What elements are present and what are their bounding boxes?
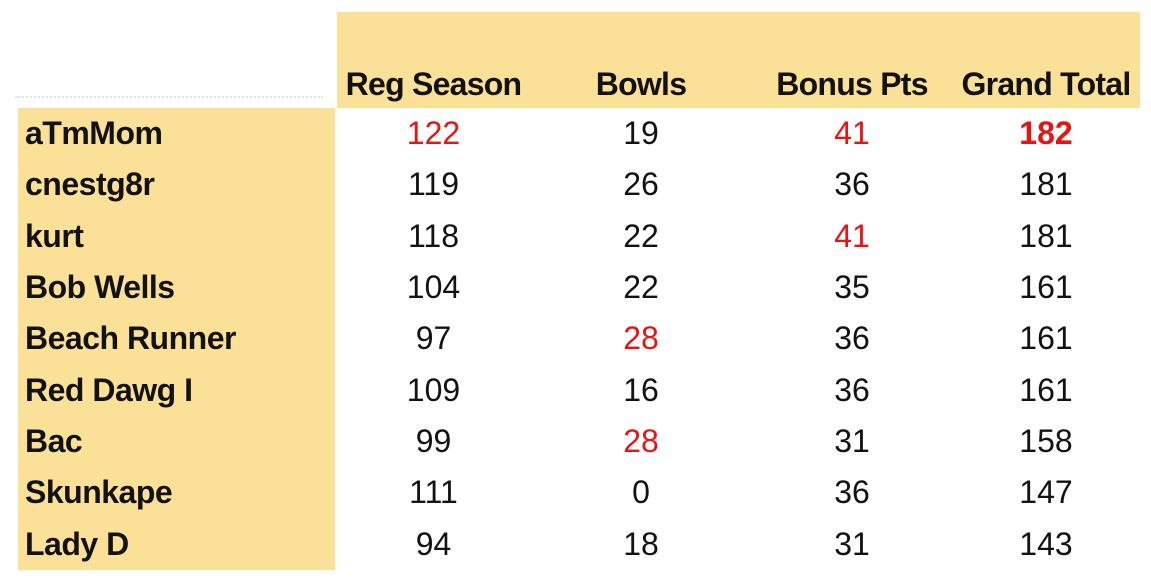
row-name-lady-d[interactable]: Lady D xyxy=(25,525,129,562)
row-name-skunkape[interactable]: Skunkape xyxy=(25,474,173,511)
cell-reg-season[interactable]: 109 xyxy=(406,371,461,408)
cell-grand-total[interactable]: 182 xyxy=(1019,115,1073,152)
cell-bonus-pts[interactable]: 41 xyxy=(834,217,870,254)
cell-reg-season[interactable]: 99 xyxy=(415,423,452,460)
cell-reg-season[interactable]: 94 xyxy=(415,525,452,562)
cell-bowls[interactable]: 22 xyxy=(623,217,659,254)
cell-grand-total[interactable]: 181 xyxy=(1019,217,1073,254)
table-row: 99 28 31 158 xyxy=(337,416,1140,467)
column-header-grand-total[interactable]: Grand Total xyxy=(961,66,1132,102)
cell-grand-total[interactable]: 161 xyxy=(1019,371,1073,408)
column-header-bonus-pts[interactable]: Bonus Pts xyxy=(776,66,928,102)
cell-bonus-pts[interactable]: 36 xyxy=(834,371,870,408)
table-row: 119 26 36 181 xyxy=(337,159,1140,210)
table-header-row: Reg Season Bowls Bonus Pts Grand Total xyxy=(337,12,1140,108)
row-name-bob-wells[interactable]: Bob Wells xyxy=(25,269,175,306)
cell-reg-season[interactable]: 118 xyxy=(407,217,459,254)
cell-bonus-pts[interactable]: 31 xyxy=(834,423,870,460)
cell-bowls[interactable]: 26 xyxy=(623,166,659,203)
cell-bonus-pts[interactable]: 35 xyxy=(834,269,870,306)
dashed-gridline xyxy=(15,96,323,98)
cell-bonus-pts[interactable]: 41 xyxy=(834,115,870,152)
cell-reg-season[interactable]: 119 xyxy=(407,166,459,203)
row-name-kurt[interactable]: kurt xyxy=(25,217,84,254)
cell-bonus-pts[interactable]: 36 xyxy=(834,474,870,511)
row-name-cnestg8r[interactable]: cnestg8r xyxy=(25,166,155,203)
cell-bonus-pts[interactable]: 36 xyxy=(834,166,870,203)
cell-grand-total[interactable]: 143 xyxy=(1019,525,1073,562)
row-name-red-dawg-i[interactable]: Red Dawg I xyxy=(25,371,193,408)
row-name-bac[interactable]: Bac xyxy=(25,423,83,460)
cell-bonus-pts[interactable]: 31 xyxy=(834,525,870,562)
table-row: 122 19 41 182 xyxy=(337,108,1140,159)
cell-bowls[interactable]: 16 xyxy=(623,371,659,408)
cell-reg-season[interactable]: 104 xyxy=(406,269,461,306)
score-grid: 122 19 41 182 119 26 36 181 118 22 41 18… xyxy=(337,108,1140,570)
cell-reg-season[interactable]: 111 xyxy=(409,474,458,511)
table-row: 111 0 36 147 xyxy=(337,467,1140,518)
cell-grand-total[interactable]: 147 xyxy=(1019,474,1073,511)
name-column: aTmMom cnestg8r kurt Bob Wells Beach Run… xyxy=(18,108,335,570)
row-name-atmmom[interactable]: aTmMom xyxy=(25,115,163,152)
table-row: 109 16 36 161 xyxy=(337,365,1140,416)
cell-bonus-pts[interactable]: 36 xyxy=(834,320,870,357)
column-header-bowls[interactable]: Bowls xyxy=(595,66,687,102)
cell-reg-season[interactable]: 97 xyxy=(415,320,452,357)
cell-bowls[interactable]: 0 xyxy=(632,474,650,511)
table-row: 94 18 31 143 xyxy=(337,519,1140,570)
row-name-beach-runner[interactable]: Beach Runner xyxy=(25,320,236,357)
cell-bowls[interactable]: 22 xyxy=(623,269,659,306)
cell-bowls[interactable]: 18 xyxy=(623,525,659,562)
cell-reg-season[interactable]: 122 xyxy=(406,115,461,152)
table-row: 97 28 36 161 xyxy=(337,313,1140,364)
cell-bowls[interactable]: 19 xyxy=(623,115,659,152)
cell-bowls[interactable]: 28 xyxy=(623,320,659,357)
cell-bowls[interactable]: 28 xyxy=(623,423,659,460)
table-row: 104 22 35 161 xyxy=(337,262,1140,313)
cell-grand-total[interactable]: 181 xyxy=(1019,166,1073,203)
column-header-reg-season[interactable]: Reg Season xyxy=(345,66,522,102)
table-row: 118 22 41 181 xyxy=(337,211,1140,262)
cell-grand-total[interactable]: 158 xyxy=(1019,423,1073,460)
cell-grand-total[interactable]: 161 xyxy=(1019,320,1073,357)
cell-grand-total[interactable]: 161 xyxy=(1019,269,1073,306)
